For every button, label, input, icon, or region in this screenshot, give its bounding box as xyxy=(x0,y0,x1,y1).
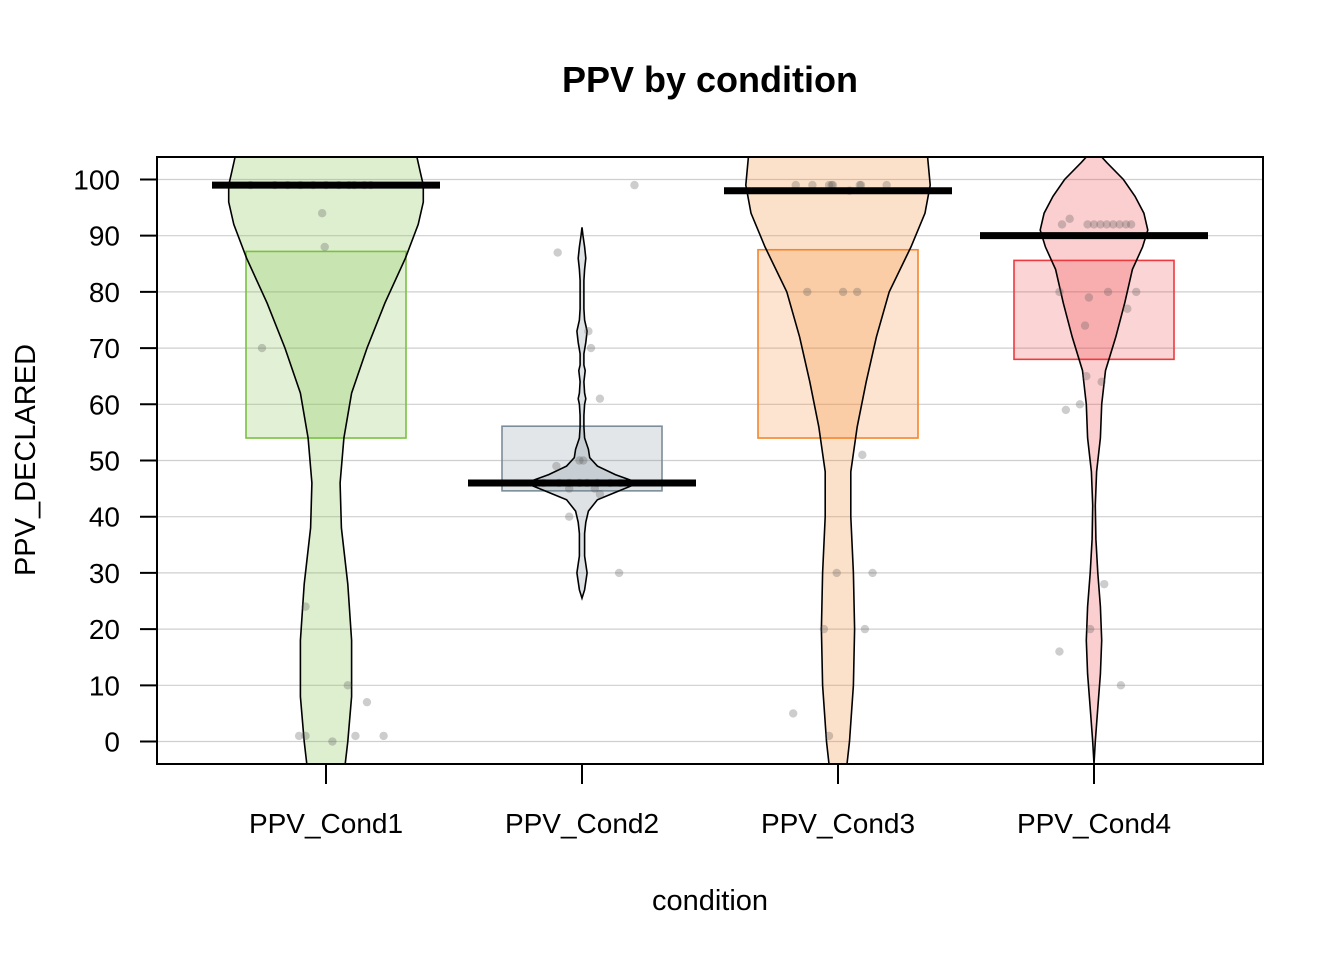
data-point xyxy=(1084,293,1094,302)
x-tick-label: PPV_Cond3 xyxy=(761,808,915,839)
data-point xyxy=(1082,371,1091,381)
y-tick-label: 50 xyxy=(89,446,120,477)
data-point xyxy=(853,287,862,297)
data-point xyxy=(868,568,877,578)
data-point xyxy=(1115,220,1124,229)
y-tick-label: 0 xyxy=(104,727,120,758)
data-point xyxy=(575,456,584,465)
data-point xyxy=(565,484,574,493)
data-point xyxy=(856,180,866,190)
data-point xyxy=(328,737,337,746)
data-point xyxy=(595,394,605,403)
y-tick-label: 80 xyxy=(89,277,120,308)
data-point xyxy=(1126,220,1136,229)
plot-area xyxy=(212,157,1208,764)
data-point xyxy=(789,709,798,718)
inference-band xyxy=(245,250,407,439)
data-point xyxy=(257,343,267,353)
data-point xyxy=(553,248,562,257)
data-point xyxy=(317,209,327,218)
data-point xyxy=(1057,220,1067,229)
data-point xyxy=(565,512,574,521)
inference-band xyxy=(1013,259,1175,361)
data-point xyxy=(858,450,867,460)
data-point xyxy=(595,490,605,499)
y-tick-label: 90 xyxy=(89,221,120,252)
data-point xyxy=(1061,405,1071,415)
data-point xyxy=(832,568,841,578)
y-tick-label: 40 xyxy=(89,502,120,533)
x-tick-label: PPV_Cond2 xyxy=(505,808,659,839)
density-bean xyxy=(1039,157,1149,764)
data-point xyxy=(827,180,836,190)
x-tick-label: PPV_Cond1 xyxy=(249,808,403,839)
x-axis-label: condition xyxy=(652,885,768,917)
inference-band xyxy=(757,248,919,439)
x-tick-label: PPV_Cond4 xyxy=(1017,808,1171,839)
chart-title: PPV by condition xyxy=(562,59,858,100)
data-point xyxy=(1102,220,1112,229)
data-point xyxy=(294,731,304,741)
data-point xyxy=(824,731,834,741)
y-axis-label: PPV_DECLARED xyxy=(10,344,42,576)
data-point xyxy=(320,242,329,252)
data-point xyxy=(1075,400,1085,409)
data-point xyxy=(828,180,838,190)
data-point xyxy=(791,180,800,190)
data-point xyxy=(362,697,372,707)
y-tick-label: 60 xyxy=(89,389,120,420)
bean-PPV_Cond2 xyxy=(468,180,696,601)
data-point xyxy=(379,731,388,741)
data-point xyxy=(1116,681,1126,690)
data-point xyxy=(590,484,599,493)
data-point xyxy=(1080,321,1090,330)
data-point xyxy=(552,461,561,471)
density-bean xyxy=(744,157,932,764)
y-axis: 0 10 20 30 40 50 60 70 80 90 100 xyxy=(73,164,157,758)
data-point xyxy=(1097,377,1106,387)
data-point xyxy=(351,731,360,741)
data-point xyxy=(1085,624,1095,634)
data-point xyxy=(824,180,834,190)
y-tick-label: 20 xyxy=(89,614,120,645)
data-point xyxy=(630,180,639,190)
data-point xyxy=(882,180,891,190)
data-point xyxy=(860,624,870,634)
data-point xyxy=(1055,647,1064,656)
bean-PPV_Cond4 xyxy=(980,157,1208,764)
data-point xyxy=(808,180,817,190)
x-axis: PPV_Cond1 PPV_Cond2 PPV_Cond3 PPV_Cond4 xyxy=(249,764,1171,839)
data-point xyxy=(614,568,624,578)
data-point xyxy=(586,343,596,353)
data-point xyxy=(1096,220,1105,229)
data-point xyxy=(819,624,829,634)
y-tick-label: 30 xyxy=(89,558,120,589)
data-point xyxy=(1089,220,1099,229)
data-point xyxy=(584,327,593,336)
data-point xyxy=(579,456,588,465)
data-point xyxy=(343,681,352,690)
data-point xyxy=(1121,220,1131,229)
y-tick-label: 100 xyxy=(73,164,120,195)
data-point xyxy=(1100,579,1109,589)
data-point xyxy=(1132,287,1141,297)
data-point xyxy=(1065,214,1074,224)
data-point xyxy=(301,731,310,741)
data-point xyxy=(803,287,812,297)
data-point xyxy=(1103,287,1113,297)
data-point xyxy=(301,602,310,611)
y-tick-label: 10 xyxy=(89,670,120,701)
density-bean xyxy=(227,157,425,764)
data-point xyxy=(1083,220,1092,229)
data-point xyxy=(855,180,864,190)
data-point xyxy=(1109,220,1118,229)
bean-PPV_Cond3 xyxy=(724,157,952,764)
data-point xyxy=(838,287,848,297)
y-tick-label: 70 xyxy=(89,333,120,364)
density-bean xyxy=(523,227,641,601)
bean-PPV_Cond1 xyxy=(212,157,440,764)
data-point xyxy=(1123,304,1132,313)
data-point xyxy=(1055,287,1064,297)
